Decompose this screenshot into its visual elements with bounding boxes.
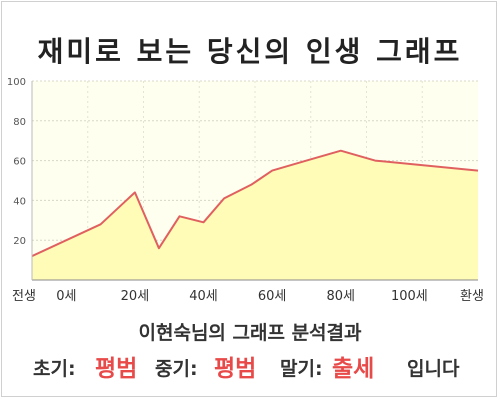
page-title: 재미로 보는 당신의 인생 그래프 <box>37 35 463 68</box>
x-tick-label: 전생 <box>12 289 36 304</box>
x-tick-label: 20세 <box>121 289 150 304</box>
x-tick-label: 40세 <box>189 289 218 304</box>
early-label: 초기: <box>33 358 76 380</box>
life-area <box>32 150 478 280</box>
late-label: 말기: <box>280 358 323 380</box>
x-tick-label: 100세 <box>391 289 428 304</box>
y-tick-label: 40 <box>13 196 26 207</box>
late-value: 출세 <box>332 356 375 382</box>
y-tick-label: 20 <box>13 236 26 247</box>
result-suffix: 입니다 <box>407 358 460 380</box>
life-line <box>31 149 479 258</box>
life-chart: 20 40 60 80 100 전생 0세 20세 40세 60세 80세 100세 환생 <box>7 77 484 304</box>
mid-label: 중기: <box>155 358 198 380</box>
x-tick-label: 80세 <box>327 289 356 304</box>
x-tick-label: 60세 <box>258 289 287 304</box>
y-tick-label: 80 <box>13 117 26 128</box>
x-tick-label: 환생 <box>460 289 484 304</box>
y-tick-label: 100 <box>7 77 26 88</box>
mid-value: 평범 <box>214 356 257 382</box>
y-tick-label: 60 <box>13 157 26 168</box>
analysis-subtitle: 이현숙님의 그래프 분석결과 <box>138 322 362 344</box>
x-tick-label: 0세 <box>56 289 76 304</box>
early-value: 평범 <box>95 356 138 382</box>
result-summary: 초기: 평범 중기: 평범 말기: 출세 입니다 <box>0 346 500 382</box>
